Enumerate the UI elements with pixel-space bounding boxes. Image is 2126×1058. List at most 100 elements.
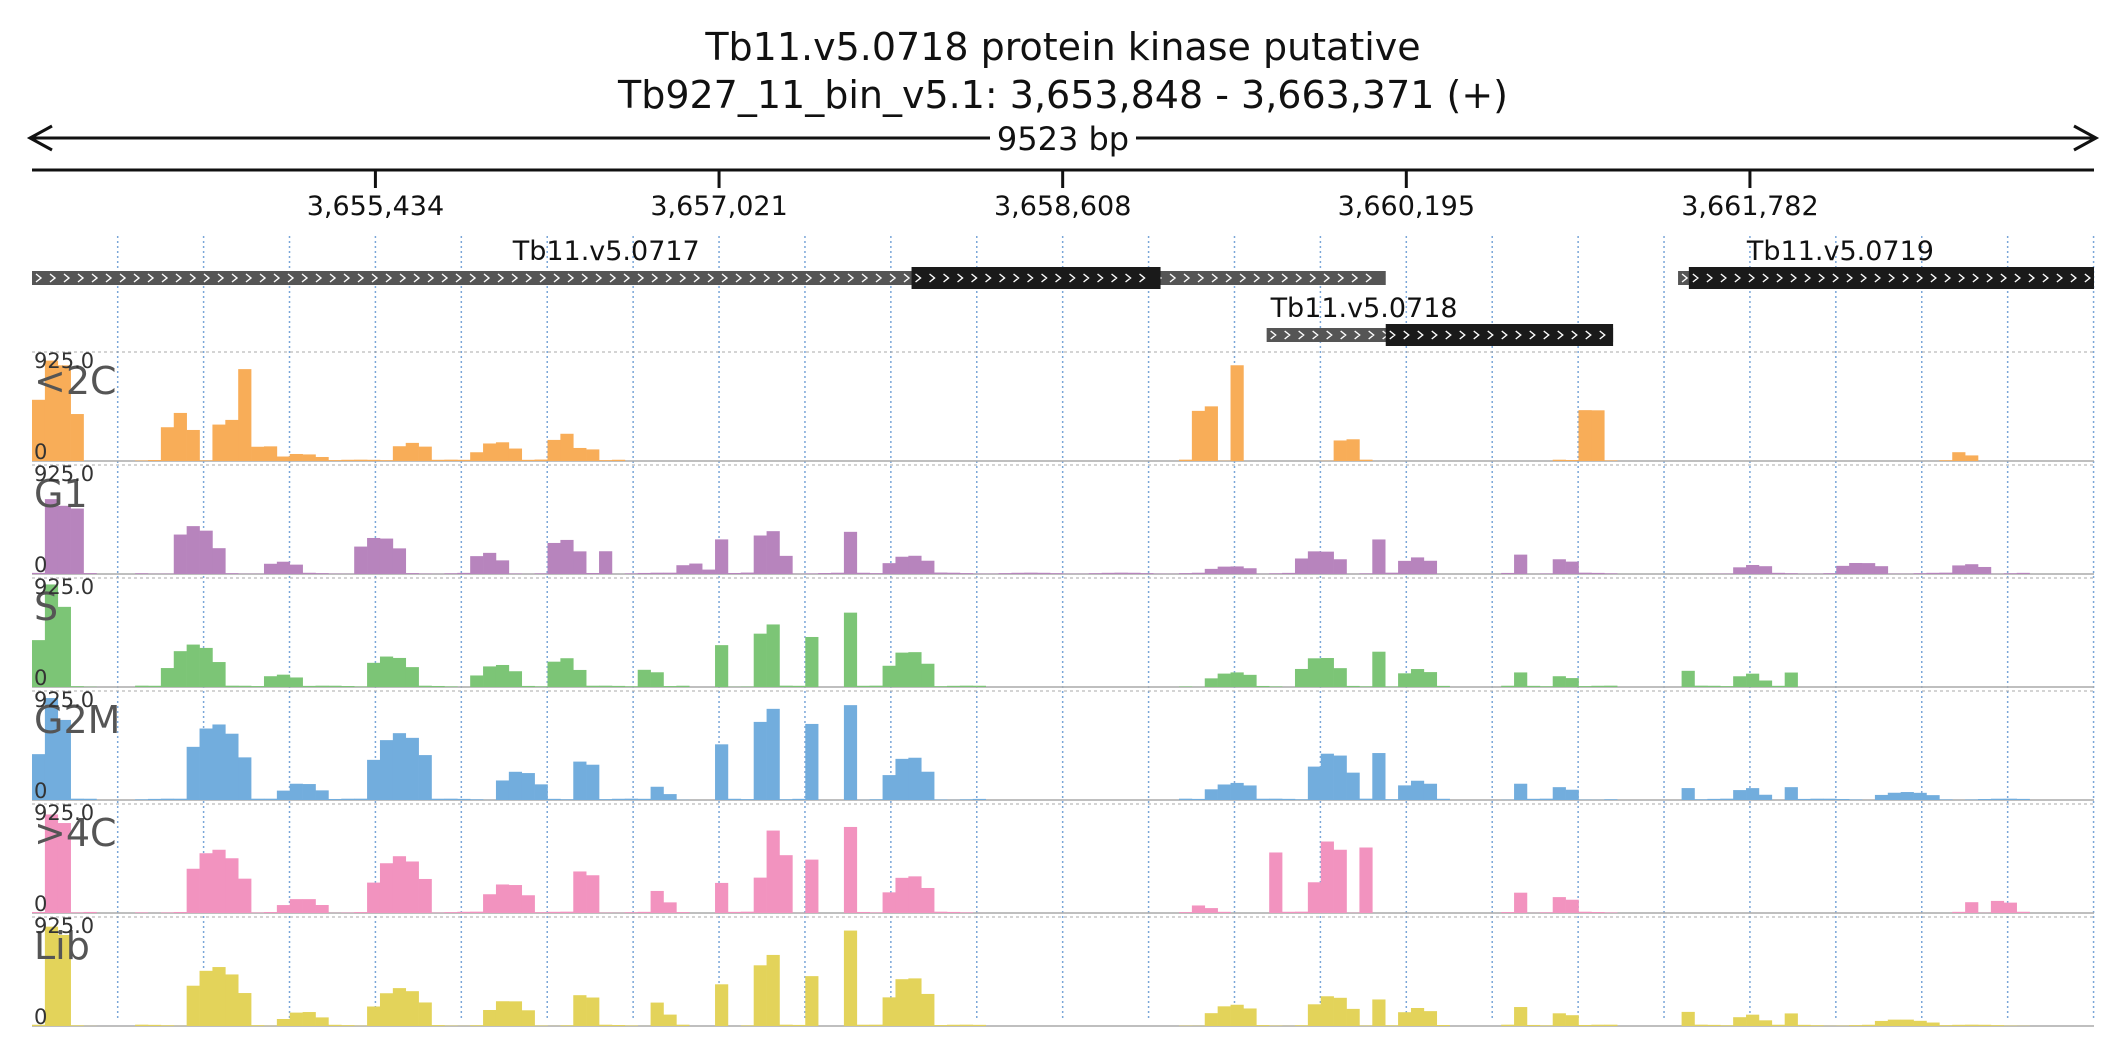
coverage-bar bbox=[611, 685, 626, 687]
coverage-bar bbox=[1952, 911, 1966, 913]
coverage-bar bbox=[238, 757, 252, 800]
coverage-bar bbox=[32, 911, 46, 913]
coverage-bar bbox=[135, 460, 149, 461]
coverage-bar bbox=[457, 798, 471, 800]
track-max-label: 925.0 bbox=[34, 575, 94, 599]
coverage-bar bbox=[1797, 798, 1811, 800]
coverage-bar bbox=[225, 573, 239, 574]
coverage-bar bbox=[1694, 685, 1708, 687]
coverage-bar bbox=[1965, 799, 1979, 800]
coverage-bar bbox=[2003, 573, 2017, 574]
coverage-bar bbox=[1552, 459, 1566, 461]
coverage-bar bbox=[573, 551, 587, 574]
coverage-bar bbox=[998, 573, 1012, 574]
coverage-bar bbox=[908, 978, 922, 1026]
coverage-bar bbox=[1604, 1024, 1618, 1026]
coverage-bar bbox=[186, 429, 200, 461]
coverage-bar bbox=[1307, 551, 1322, 574]
coverage-bar bbox=[650, 786, 664, 800]
coverage-bar bbox=[1282, 798, 1296, 800]
coverage-bar bbox=[1307, 658, 1322, 687]
coverage-bar bbox=[547, 661, 561, 687]
coverage-bar bbox=[302, 1012, 316, 1026]
coverage-bar bbox=[959, 685, 974, 687]
coverage-bar bbox=[766, 954, 780, 1026]
coverage-bar bbox=[1874, 566, 1889, 574]
coverage-bar bbox=[1359, 798, 1373, 800]
coverage-bar bbox=[586, 572, 600, 574]
coverage-bar bbox=[212, 662, 226, 687]
coverage-bar bbox=[1436, 798, 1450, 800]
coverage-bar bbox=[392, 657, 407, 687]
coverage-bar bbox=[766, 624, 780, 687]
coverage-bar bbox=[1359, 459, 1373, 461]
coverage-bar bbox=[199, 460, 213, 461]
tick-label: 3,655,434 bbox=[307, 191, 444, 222]
coverage-bar bbox=[1952, 452, 1966, 461]
gene-cds-bar bbox=[1688, 267, 2094, 289]
coverage-bar bbox=[495, 884, 510, 913]
coverage-bar bbox=[302, 899, 316, 913]
coverage-bar bbox=[779, 685, 793, 687]
coverage-bar bbox=[302, 454, 316, 461]
coverage-bar bbox=[1514, 783, 1528, 800]
coverage-bar bbox=[44, 698, 59, 800]
coverage-bar bbox=[908, 757, 922, 800]
coverage-bar bbox=[1088, 573, 1102, 574]
coverage-bar bbox=[1398, 673, 1412, 687]
coverage-bar bbox=[856, 685, 870, 687]
coverage-bar bbox=[1307, 1004, 1322, 1026]
coverage-bar bbox=[805, 976, 819, 1026]
coverage-bar bbox=[328, 798, 342, 800]
coverage-bar bbox=[315, 905, 329, 913]
strand-chevrons bbox=[1692, 273, 2092, 283]
coverage-bar bbox=[495, 1001, 510, 1026]
coverage-bar bbox=[1320, 658, 1334, 687]
span-arrow: 9523 bp bbox=[26, 120, 2100, 158]
coverage-bar bbox=[135, 573, 149, 574]
coverage-bar bbox=[1771, 685, 1785, 687]
coverage-bar bbox=[560, 433, 574, 461]
coverage-bar bbox=[1230, 1004, 1244, 1026]
coverage-bar bbox=[1410, 1007, 1425, 1026]
coverage-bar bbox=[586, 997, 600, 1026]
coverage-bar bbox=[547, 542, 561, 574]
coverage-bar bbox=[1333, 849, 1347, 913]
coverage-bar bbox=[2003, 902, 2017, 913]
coverage-bar bbox=[1771, 572, 1785, 574]
coverage-bar bbox=[1178, 459, 1193, 461]
coverage-bar bbox=[276, 456, 291, 461]
coverage-bar bbox=[1758, 680, 1773, 687]
coverage-bar bbox=[367, 537, 381, 574]
track-min-label: 0 bbox=[34, 1005, 47, 1029]
coverage-bar bbox=[972, 798, 986, 800]
coverage-bar bbox=[83, 798, 97, 800]
coverage-bar bbox=[405, 861, 419, 913]
coverage-bar bbox=[611, 459, 626, 461]
coverage-bar bbox=[1552, 1013, 1566, 1026]
coverage-bar bbox=[1526, 798, 1541, 800]
coverage-bar bbox=[921, 663, 935, 687]
coverage-bar bbox=[1539, 1025, 1554, 1026]
coverage-bar bbox=[1849, 1025, 1863, 1026]
coverage-bar bbox=[521, 685, 535, 687]
coverage-bar bbox=[405, 667, 419, 687]
coverage-bar bbox=[573, 761, 587, 800]
coverage-bar bbox=[843, 705, 858, 800]
coverage-bar bbox=[1913, 573, 1927, 574]
coverage-bar bbox=[1217, 673, 1231, 687]
coverage-bar bbox=[483, 894, 497, 913]
coverage-bar bbox=[418, 685, 432, 687]
track-min-label: 0 bbox=[34, 440, 47, 464]
coverage-bar bbox=[611, 798, 626, 800]
track-name: Lib bbox=[34, 924, 90, 968]
coverage-bar bbox=[212, 967, 226, 1026]
coverage-bar bbox=[1539, 686, 1554, 687]
coverage-bar bbox=[611, 1025, 626, 1026]
coverage-bar bbox=[405, 442, 419, 461]
coverage-bar bbox=[650, 1002, 664, 1026]
coverage-bar bbox=[57, 365, 71, 461]
coverage-bar bbox=[367, 759, 381, 800]
coverage-bar bbox=[1385, 572, 1399, 574]
